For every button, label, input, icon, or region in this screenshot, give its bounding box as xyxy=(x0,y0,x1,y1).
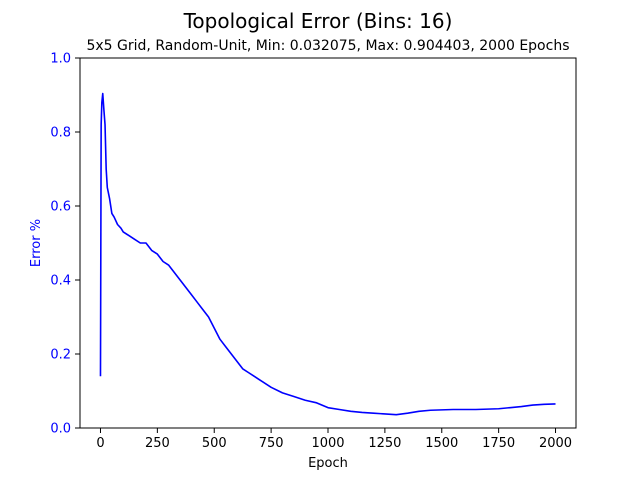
x-tick-label: 2000 xyxy=(539,436,572,451)
series-line-0 xyxy=(99,92,556,416)
y-tick-label: 1.0 xyxy=(50,52,71,67)
y-tick-label: 0.8 xyxy=(50,126,71,141)
y-tick-label: 0.2 xyxy=(50,348,71,363)
x-axis-label: Epoch xyxy=(308,456,348,471)
x-tick-label: 1250 xyxy=(368,436,401,451)
chart-title: Topological Error (Bins: 16) xyxy=(183,9,453,33)
x-tick-label: 1750 xyxy=(482,436,515,451)
x-tick-label: 1500 xyxy=(425,436,458,451)
x-tick-label: 500 xyxy=(202,436,227,451)
y-axis-label: Error % xyxy=(29,219,44,267)
y-tick-label: 0.4 xyxy=(50,274,71,289)
y-tick-label: 0.0 xyxy=(50,422,71,437)
plot-frame xyxy=(79,57,577,429)
y-tick-label: 0.6 xyxy=(50,200,71,215)
x-tick-label: 250 xyxy=(145,436,170,451)
x-tick-label: 1000 xyxy=(311,436,344,451)
x-tick-label: 0 xyxy=(96,436,104,451)
chart-subtitle: 5x5 Grid, Random-Unit, Min: 0.032075, Ma… xyxy=(86,38,569,54)
x-tick-label: 750 xyxy=(259,436,284,451)
